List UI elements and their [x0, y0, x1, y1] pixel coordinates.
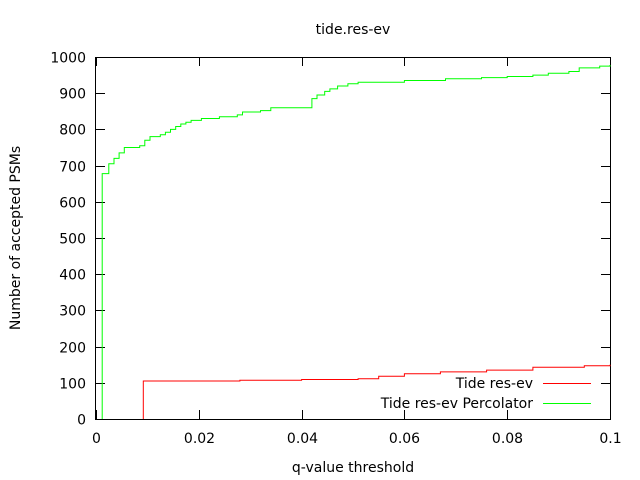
y-tick-label: 800 [59, 123, 86, 139]
y-tick-label: 900 [59, 87, 86, 103]
y-tick-label: 100 [59, 377, 86, 393]
x-axis-label: q-value threshold [292, 460, 414, 476]
x-tick-label: 0 [92, 431, 101, 447]
plot-area-frame [95, 57, 611, 420]
y-tick-label: 1000 [50, 51, 86, 67]
series-line-0 [142, 364, 611, 419]
y-tick-label: 500 [59, 232, 86, 248]
x-tick-label: 0.04 [287, 431, 318, 447]
y-tick-label: 300 [59, 304, 86, 320]
y-tick-label: 700 [59, 160, 86, 176]
y-axis: 0 100 200 300 400 500 600 700 800 900 1000 [50, 51, 610, 429]
series-line-1 [101, 65, 611, 419]
x-tick-label: 0.06 [389, 431, 420, 447]
chart-title: tide.res-ev [316, 22, 391, 38]
legend-label: Tide res-ev [455, 376, 533, 392]
legend-label: Tide res-ev Percolator [380, 396, 534, 412]
y-axis-label: Number of accepted PSMs [8, 146, 24, 330]
y-tick-label: 200 [59, 341, 86, 357]
y-tick-label: 0 [77, 413, 86, 429]
x-axis: 0 0.02 0.04 0.06 0.08 0.1 [92, 57, 622, 447]
series-lines [101, 65, 611, 419]
y-tick-label: 400 [59, 268, 86, 284]
x-tick-label: 0.1 [599, 431, 621, 447]
x-tick-label: 0.08 [492, 431, 523, 447]
y-tick-label: 600 [59, 196, 86, 212]
legend: Tide res-ev Tide res-ev Percolator [380, 376, 591, 412]
x-tick-label: 0.02 [184, 431, 215, 447]
